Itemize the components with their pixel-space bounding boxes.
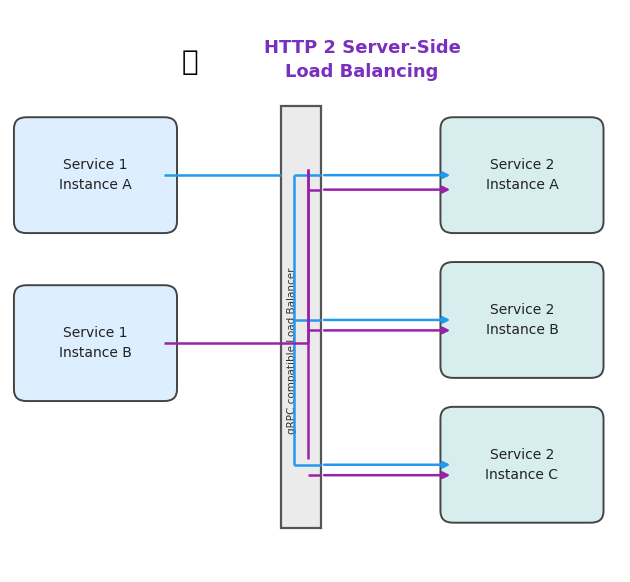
- Text: Service 1
Instance A: Service 1 Instance A: [59, 158, 132, 192]
- FancyBboxPatch shape: [14, 285, 177, 401]
- FancyBboxPatch shape: [280, 106, 321, 528]
- Text: Service 2
Instance B: Service 2 Instance B: [486, 303, 558, 337]
- Text: gRPC compatible Load Balancer: gRPC compatible Load Balancer: [287, 268, 297, 434]
- FancyBboxPatch shape: [440, 117, 604, 233]
- Text: Service 2
Instance A: Service 2 Instance A: [486, 158, 558, 192]
- FancyBboxPatch shape: [14, 117, 177, 233]
- Text: HTTP 2 Server-Side: HTTP 2 Server-Side: [263, 39, 461, 56]
- Text: Load Balancing: Load Balancing: [285, 63, 438, 81]
- Text: Service 2
Instance C: Service 2 Instance C: [486, 448, 558, 481]
- Text: ✅: ✅: [181, 48, 198, 76]
- Text: Service 1
Instance B: Service 1 Instance B: [59, 327, 132, 360]
- FancyBboxPatch shape: [440, 262, 604, 378]
- FancyBboxPatch shape: [440, 407, 604, 523]
